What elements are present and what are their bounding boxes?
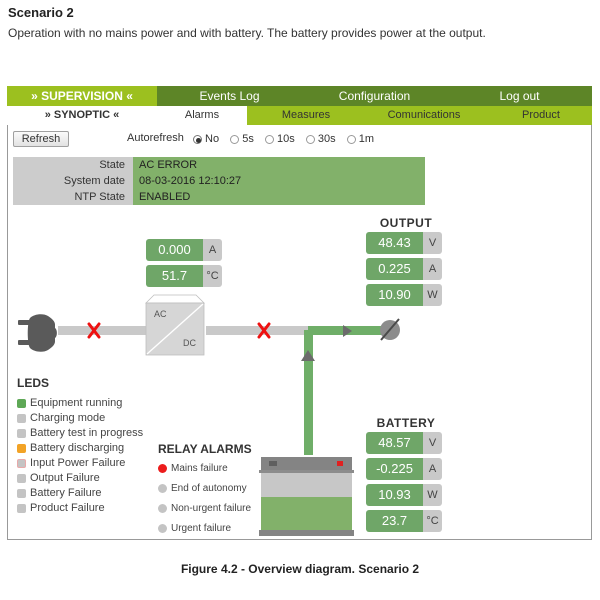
svg-text:AC: AC <box>154 309 167 319</box>
svg-text:DC: DC <box>183 338 196 348</box>
